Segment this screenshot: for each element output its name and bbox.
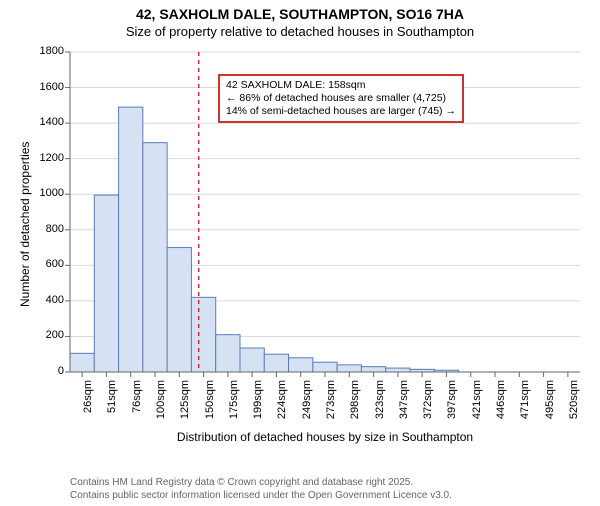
xtick-label: 421sqm xyxy=(471,380,483,430)
annotation-line2: ← 86% of detached houses are smaller (4,… xyxy=(226,92,456,105)
xtick-label: 199sqm xyxy=(252,380,264,430)
ytick-label: 400 xyxy=(30,294,64,306)
xtick-label: 51sqm xyxy=(106,380,118,430)
annotation-line1: 42 SAXHOLM DALE: 158sqm xyxy=(226,79,456,92)
xtick-label: 446sqm xyxy=(495,380,507,430)
ytick-label: 0 xyxy=(30,365,64,377)
footer-line1: Contains HM Land Registry data © Crown c… xyxy=(70,477,452,490)
ytick-label: 1600 xyxy=(30,81,64,93)
ytick-label: 200 xyxy=(30,329,64,341)
histogram-bar xyxy=(386,368,410,372)
histogram-bar xyxy=(70,353,94,372)
histogram-bar xyxy=(240,348,264,372)
ytick-label: 600 xyxy=(30,258,64,270)
xtick-label: 249sqm xyxy=(301,380,313,430)
histogram-bar xyxy=(313,362,337,372)
x-axis-label: Distribution of detached houses by size … xyxy=(70,430,580,444)
footer-line2: Contains public sector information licen… xyxy=(70,490,452,503)
chart-subtitle: Size of property relative to detached ho… xyxy=(0,24,600,39)
xtick-label: 175sqm xyxy=(228,380,240,430)
histogram-bar xyxy=(337,365,361,372)
xtick-label: 76sqm xyxy=(131,380,143,430)
annotation-line3: 14% of semi-detached houses are larger (… xyxy=(226,105,456,118)
histogram-bar xyxy=(143,143,167,372)
ytick-label: 1400 xyxy=(30,116,64,128)
histogram-bar xyxy=(119,107,143,372)
xtick-label: 372sqm xyxy=(422,380,434,430)
xtick-label: 224sqm xyxy=(276,380,288,430)
chart-title-line1: 42, SAXHOLM DALE, SOUTHAMPTON, SO16 7HA xyxy=(0,6,600,22)
xtick-label: 100sqm xyxy=(155,380,167,430)
histogram-bar xyxy=(216,335,240,372)
ytick-label: 1800 xyxy=(30,45,64,57)
xtick-label: 347sqm xyxy=(398,380,410,430)
histogram-bar xyxy=(289,358,313,372)
xtick-label: 150sqm xyxy=(204,380,216,430)
xtick-label: 520sqm xyxy=(568,380,580,430)
histogram-bar xyxy=(264,354,288,372)
histogram-bar xyxy=(94,195,118,372)
footer-attribution: Contains HM Land Registry data © Crown c… xyxy=(70,477,452,502)
xtick-label: 323sqm xyxy=(374,380,386,430)
xtick-label: 298sqm xyxy=(349,380,361,430)
annotation-callout: 42 SAXHOLM DALE: 158sqm ← 86% of detache… xyxy=(218,74,464,123)
ytick-label: 800 xyxy=(30,223,64,235)
ytick-label: 1200 xyxy=(30,152,64,164)
xtick-label: 397sqm xyxy=(446,380,458,430)
xtick-label: 26sqm xyxy=(82,380,94,430)
xtick-label: 495sqm xyxy=(544,380,556,430)
xtick-label: 471sqm xyxy=(519,380,531,430)
xtick-label: 125sqm xyxy=(179,380,191,430)
histogram-bar xyxy=(191,297,215,372)
xtick-label: 273sqm xyxy=(325,380,337,430)
histogram-bar xyxy=(167,248,191,372)
ytick-label: 1000 xyxy=(30,187,64,199)
histogram-bar xyxy=(361,367,385,372)
